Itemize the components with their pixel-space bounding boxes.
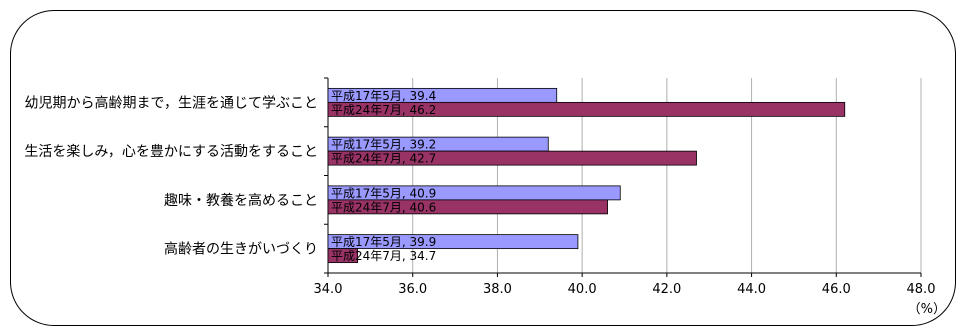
bar-data-label: 平成17年5月, 40.9	[331, 186, 436, 200]
x-tick-label: 42.0	[652, 282, 681, 297]
category-label: 幼児期から高齢期まで，生涯を通じて学ぶこと	[25, 94, 318, 111]
x-tick-label: 44.0	[737, 282, 766, 297]
x-tick-label: 36.0	[398, 282, 427, 297]
x-tick-label: 48.0	[907, 282, 936, 297]
category-label: 趣味・教養を高めること	[164, 192, 318, 209]
bar	[327, 101, 846, 117]
bar	[327, 199, 608, 215]
category-label: 高齢者の生きがいづくり	[164, 241, 318, 258]
bar	[327, 234, 579, 250]
bar	[327, 248, 359, 264]
bar-data-label: 平成17年5月, 39.4	[331, 89, 436, 103]
rounded-frame	[10, 10, 956, 326]
unit-label: （%）	[908, 302, 946, 317]
category-label: 生活を楽しみ，心を豊かにする活動をすること	[24, 144, 318, 160]
bar	[327, 150, 697, 166]
x-tick-label: 46.0	[822, 282, 851, 297]
bar-data-label: 平成17年5月, 39.2	[331, 138, 436, 152]
bar-data-label: 平成24年7月, 46.2	[331, 103, 436, 117]
x-tick-label: 40.0	[568, 282, 597, 297]
x-tick-label: 34.0	[314, 282, 343, 297]
bar-data-label: 平成24年7月, 42.7	[331, 152, 436, 166]
bar-data-label: 平成17年5月, 39.9	[331, 235, 436, 249]
x-tick-label: 38.0	[483, 282, 512, 297]
bar-data-label: 平成24年7月, 40.6	[331, 200, 436, 214]
bar-data-label: 平成24年7月, 34.7	[331, 249, 436, 263]
